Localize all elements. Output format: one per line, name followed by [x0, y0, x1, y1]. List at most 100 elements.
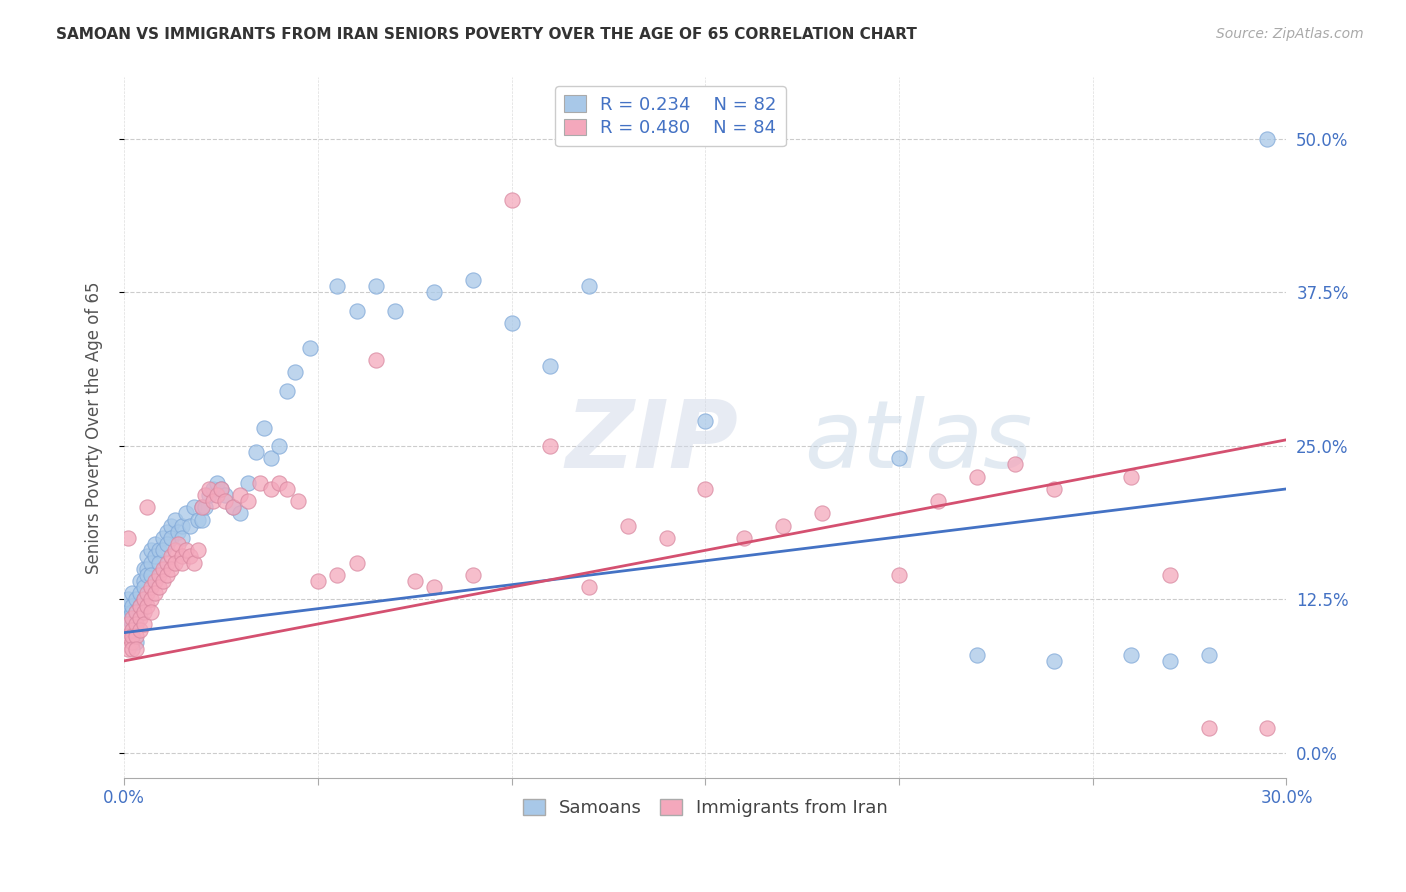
Point [141, 568, 163, 582]
Point [179, 549, 201, 564]
Text: Source: ZipAtlas.com: Source: ZipAtlas.com [1216, 27, 1364, 41]
Point [117, 599, 139, 613]
Text: atlas: atlas [804, 396, 1032, 487]
Point [1043, 482, 1066, 496]
Point [209, 482, 232, 496]
Point [152, 531, 174, 545]
Point [136, 599, 159, 613]
Point [326, 568, 349, 582]
Point [179, 518, 201, 533]
Point [538, 439, 561, 453]
Point [966, 469, 988, 483]
Point [260, 482, 283, 496]
Point [152, 562, 174, 576]
Point [174, 507, 197, 521]
Point [221, 500, 243, 515]
Point [187, 513, 209, 527]
Text: SAMOAN VS IMMIGRANTS FROM IRAN SENIORS POVERTY OVER THE AGE OF 65 CORRELATION CH: SAMOAN VS IMMIGRANTS FROM IRAN SENIORS P… [56, 27, 917, 42]
Point [125, 605, 148, 619]
Point [1121, 469, 1143, 483]
Point [364, 279, 387, 293]
Point [966, 648, 988, 662]
Point [1198, 722, 1220, 736]
Point [384, 303, 406, 318]
Point [461, 568, 484, 582]
Point [141, 543, 163, 558]
Point [190, 500, 212, 515]
Point [159, 531, 181, 545]
Point [121, 623, 143, 637]
Point [121, 641, 143, 656]
Point [148, 580, 170, 594]
Point [136, 586, 159, 600]
Point [121, 635, 143, 649]
Point [346, 303, 368, 318]
Point [695, 482, 717, 496]
Point [125, 605, 148, 619]
Point [132, 592, 155, 607]
Point [117, 531, 139, 545]
Point [143, 574, 166, 588]
Point [121, 599, 143, 613]
Point [143, 586, 166, 600]
Point [578, 580, 600, 594]
Point [202, 482, 225, 496]
Point [125, 641, 148, 656]
Point [810, 507, 832, 521]
Point [128, 611, 150, 625]
Point [346, 556, 368, 570]
Point [156, 524, 179, 539]
Point [132, 592, 155, 607]
Point [214, 488, 236, 502]
Point [163, 543, 186, 558]
Point [364, 353, 387, 368]
Point [461, 273, 484, 287]
Point [128, 623, 150, 637]
Point [229, 488, 252, 502]
Point [404, 574, 426, 588]
Point [156, 568, 179, 582]
Point [205, 488, 228, 502]
Point [117, 605, 139, 619]
Point [132, 562, 155, 576]
Point [121, 617, 143, 632]
Point [245, 445, 267, 459]
Point [655, 531, 678, 545]
Point [423, 285, 446, 300]
Point [205, 475, 228, 490]
Point [121, 623, 143, 637]
Point [538, 359, 561, 373]
Point [163, 556, 186, 570]
Point [141, 592, 163, 607]
Point [221, 500, 243, 515]
Point [152, 543, 174, 558]
Point [733, 531, 755, 545]
Point [132, 617, 155, 632]
Point [141, 580, 163, 594]
Point [269, 475, 291, 490]
Point [202, 494, 225, 508]
Point [136, 568, 159, 582]
Point [125, 617, 148, 632]
Point [1256, 132, 1278, 146]
Point [132, 574, 155, 588]
Point [128, 574, 150, 588]
Point [148, 543, 170, 558]
Point [125, 629, 148, 643]
Point [121, 629, 143, 643]
Point [125, 592, 148, 607]
Point [117, 617, 139, 632]
Point [117, 641, 139, 656]
Point [117, 592, 139, 607]
Point [125, 611, 148, 625]
Point [1256, 722, 1278, 736]
Point [167, 537, 190, 551]
Point [269, 439, 291, 453]
Point [284, 365, 307, 379]
Point [121, 629, 143, 643]
Point [1159, 654, 1181, 668]
Legend: Samoans, Immigrants from Iran: Samoans, Immigrants from Iran [516, 792, 896, 824]
Point [695, 414, 717, 428]
Point [249, 475, 271, 490]
Point [198, 488, 221, 502]
